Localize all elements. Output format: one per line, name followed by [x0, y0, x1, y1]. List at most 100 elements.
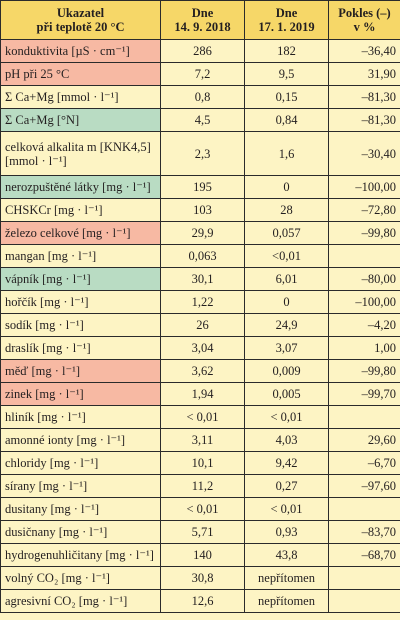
value-date-2: 4,03 — [244, 428, 329, 452]
header-indicator-line2: při teplotě 20 °C — [36, 20, 125, 34]
header-date-2-line2: 17. 1. 2019 — [258, 20, 315, 34]
value-date-2: 43,8 — [244, 543, 329, 567]
table-row: mangan [mg · l⁻¹] 0,063 <0,01 — [0, 244, 400, 268]
value-date-1: 12,6 — [160, 589, 245, 613]
table-row: konduktivita [µS · cm⁻¹] 286 182 –36,40 — [0, 39, 400, 63]
value-date-1: 0,063 — [160, 244, 245, 268]
parameter-name: dusičnany [mg · l⁻¹] — [0, 520, 161, 544]
parameter-name: volný CO₂ [mg · l⁻¹] — [0, 566, 161, 590]
value-date-1: 26 — [160, 313, 245, 337]
value-date-1: 7,2 — [160, 62, 245, 86]
table-row: vápník [mg · l⁻¹] 30,1 6,01 –80,00 — [0, 267, 400, 291]
value-date-2: 182 — [244, 39, 329, 63]
table-row: železo celkové [mg · l⁻¹] 29,9 0,057 –99,80 — [0, 221, 400, 245]
parameter-name: pH při 25 °C — [0, 62, 161, 86]
value-date-1: 0,8 — [160, 85, 245, 109]
decrease-percent: 31,90 — [328, 62, 400, 86]
table-row: dusitany [mg · l⁻¹] < 0,01 < 0,01 — [0, 497, 400, 521]
decrease-percent: –6,70 — [328, 451, 400, 475]
parameter-name: draslík [mg · l⁻¹] — [0, 336, 161, 360]
table-row: Σ Ca+Mg [mmol · l⁻¹] 0,8 0,15 –81,30 — [0, 85, 400, 109]
decrease-percent — [328, 244, 400, 268]
parameter-name: konduktivita [µS · cm⁻¹] — [0, 39, 161, 63]
table-row: dusičnany [mg · l⁻¹] 5,71 0,93 –83,70 — [0, 520, 400, 544]
table-row: zinek [mg · l⁻¹] 1,94 0,005 –99,70 — [0, 382, 400, 406]
decrease-percent: 1,00 — [328, 336, 400, 360]
table-row: chloridy [mg · l⁻¹] 10,1 9,42 –6,70 — [0, 451, 400, 475]
decrease-percent: –72,80 — [328, 198, 400, 222]
value-date-2: nepřítomen — [244, 566, 329, 590]
parameter-name: CHSKCr [mg · l⁻¹] — [0, 198, 161, 222]
value-date-2: 0,15 — [244, 85, 329, 109]
value-date-2: < 0,01 — [244, 497, 329, 521]
value-date-2: 3,07 — [244, 336, 329, 360]
header-date-1: Dne 14. 9. 2018 — [160, 0, 245, 40]
table-body: konduktivita [µS · cm⁻¹] 286 182 –36,40 pH p… — [0, 39, 400, 613]
table-row: hořčík [mg · l⁻¹] 1,22 0 –100,00 — [0, 290, 400, 314]
value-date-1: 3,62 — [160, 359, 245, 383]
parameter-name: vápník [mg · l⁻¹] — [0, 267, 161, 291]
table-header: Ukazatel při teplotě 20 °C Dne 14. 9. 20… — [0, 0, 400, 40]
parameter-name: amonné ionty [mg · l⁻¹] — [0, 428, 161, 452]
decrease-percent: –36,40 — [328, 39, 400, 63]
table-row: celková alkalita m [KNK4,5] [mmol · l⁻¹]… — [0, 131, 400, 176]
value-date-2: 6,01 — [244, 267, 329, 291]
decrease-percent — [328, 589, 400, 613]
header-date-1-line2: 14. 9. 2018 — [174, 20, 231, 34]
decrease-percent: –99,80 — [328, 221, 400, 245]
table-row: hydrogenuhličitany [mg · l⁻¹] 140 43,8 –68,… — [0, 543, 400, 567]
value-date-2: 9,5 — [244, 62, 329, 86]
value-date-2: 0,057 — [244, 221, 329, 245]
parameter-name: dusitany [mg · l⁻¹] — [0, 497, 161, 521]
parameter-name: zinek [mg · l⁻¹] — [0, 382, 161, 406]
parameter-name: mangan [mg · l⁻¹] — [0, 244, 161, 268]
decrease-percent: –80,00 — [328, 267, 400, 291]
parameter-name: nerozpuštěné látky [mg · l⁻¹] — [0, 175, 161, 199]
decrease-percent: –83,70 — [328, 520, 400, 544]
table-row: CHSKCr [mg · l⁻¹] 103 28 –72,80 — [0, 198, 400, 222]
value-date-1: 11,2 — [160, 474, 245, 498]
value-date-2: 0,009 — [244, 359, 329, 383]
header-date-1-line1: Dne — [191, 6, 214, 20]
decrease-percent: –81,30 — [328, 85, 400, 109]
table-row: agresivní CO₂ [mg · l⁻¹] 12,6 nepřítomen — [0, 589, 400, 613]
value-date-2: 0,93 — [244, 520, 329, 544]
value-date-1: 140 — [160, 543, 245, 567]
value-date-2: 0 — [244, 290, 329, 314]
value-date-1: 1,94 — [160, 382, 245, 406]
value-date-1: 103 — [160, 198, 245, 222]
parameter-name: Σ Ca+Mg [mmol · l⁻¹] — [0, 85, 161, 109]
value-date-1: 10,1 — [160, 451, 245, 475]
value-date-2: <0,01 — [244, 244, 329, 268]
decrease-percent — [328, 566, 400, 590]
decrease-percent: –81,30 — [328, 108, 400, 132]
parameter-name: agresivní CO₂ [mg · l⁻¹] — [0, 589, 161, 613]
value-date-1: 30,8 — [160, 566, 245, 590]
value-date-2: 24,9 — [244, 313, 329, 337]
table-row: hliník [mg · l⁻¹] < 0,01 < 0,01 — [0, 405, 400, 429]
decrease-percent: –100,00 — [328, 290, 400, 314]
parameter-name: Σ Ca+Mg [°N] — [0, 108, 161, 132]
value-date-2: 0,005 — [244, 382, 329, 406]
parameter-name: celková alkalita m [KNK4,5] [mmol · l⁻¹] — [0, 131, 161, 176]
decrease-percent: –99,80 — [328, 359, 400, 383]
value-date-2: 9,42 — [244, 451, 329, 475]
parameter-name: chloridy [mg · l⁻¹] — [0, 451, 161, 475]
value-date-1: 3,11 — [160, 428, 245, 452]
decrease-percent: 29,60 — [328, 428, 400, 452]
header-date-2: Dne 17. 1. 2019 — [244, 0, 329, 40]
value-date-1: 5,71 — [160, 520, 245, 544]
parameter-name: hliník [mg · l⁻¹] — [0, 405, 161, 429]
value-date-1: 29,9 — [160, 221, 245, 245]
parameter-name: sodík [mg · l⁻¹] — [0, 313, 161, 337]
table-row: volný CO₂ [mg · l⁻¹] 30,8 nepřítomen — [0, 566, 400, 590]
parameter-name: měď [mg · l⁻¹] — [0, 359, 161, 383]
parameter-name: hydrogenuhličitany [mg · l⁻¹] — [0, 543, 161, 567]
parameter-name: sírany [mg · l⁻¹] — [0, 474, 161, 498]
value-date-1: < 0,01 — [160, 405, 245, 429]
value-date-2: 1,6 — [244, 131, 329, 176]
decrease-percent: –4,20 — [328, 313, 400, 337]
value-date-1: 30,1 — [160, 267, 245, 291]
value-date-2: 0,27 — [244, 474, 329, 498]
